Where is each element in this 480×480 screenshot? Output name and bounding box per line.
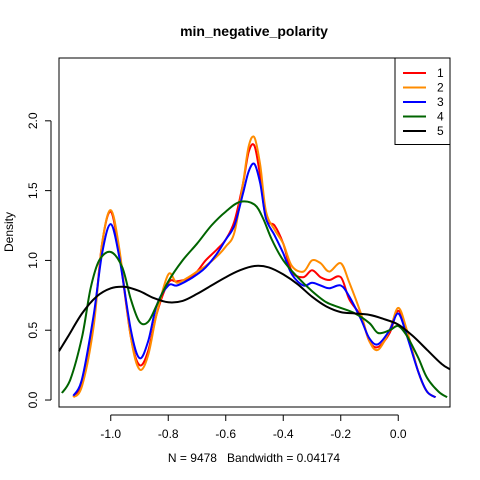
y-tick-label: 2.0	[26, 112, 40, 129]
series-line-3	[72, 162, 437, 399]
legend-label: 5	[437, 124, 444, 138]
chart-title: min_negative_polarity	[180, 23, 328, 39]
plot-area-border	[58, 57, 451, 408]
legend-label: 1	[437, 66, 444, 80]
legend-label: 3	[437, 95, 444, 109]
x-tick-label: -1.0	[100, 427, 121, 441]
series-line-4	[61, 200, 448, 399]
series-lines	[58, 135, 451, 399]
x-tick-label: -0.6	[215, 427, 236, 441]
y-tick-label: 1.0	[26, 252, 40, 269]
series-line-2	[72, 135, 437, 399]
x-tick-label: -0.4	[273, 427, 294, 441]
series-line-1	[72, 143, 437, 399]
y-axis: 0.0 0.5 1.0 1.5 2.0	[26, 112, 52, 408]
y-tick-label: 1.5	[26, 182, 40, 199]
legend-label: 2	[437, 81, 444, 95]
x-tick-label: 0.0	[390, 427, 407, 441]
x-axis-label: N = 9478 Bandwidth = 0.04174	[168, 451, 340, 465]
x-tick-label: -0.2	[330, 427, 351, 441]
y-tick-label: 0.0	[26, 391, 40, 408]
x-tick-label: -0.8	[158, 427, 179, 441]
y-tick-label: 0.5	[26, 322, 40, 339]
y-axis-label: Density	[2, 212, 16, 252]
x-axis: -1.0 -0.8 -0.6 -0.4 -0.2 0.0	[100, 414, 407, 441]
series-line-5	[58, 264, 451, 371]
legend-label: 4	[437, 110, 444, 124]
